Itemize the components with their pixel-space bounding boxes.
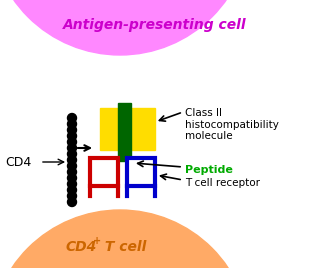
Circle shape — [67, 150, 77, 158]
Circle shape — [0, 0, 250, 55]
Bar — [100, 108, 155, 150]
Circle shape — [67, 132, 77, 140]
Circle shape — [67, 162, 77, 170]
Text: Class II
histocompatibility
molecule: Class II histocompatibility molecule — [185, 108, 279, 141]
Text: T cell: T cell — [100, 240, 146, 254]
Circle shape — [67, 192, 77, 200]
Circle shape — [67, 125, 77, 135]
Text: Antigen-presenting cell: Antigen-presenting cell — [63, 18, 247, 32]
Circle shape — [67, 155, 77, 165]
Text: CD4: CD4 — [65, 240, 96, 254]
Circle shape — [67, 198, 77, 207]
Circle shape — [67, 114, 77, 122]
Circle shape — [0, 210, 250, 268]
Text: T cell receptor: T cell receptor — [185, 178, 260, 188]
Bar — [90, 158, 118, 186]
Circle shape — [67, 173, 77, 183]
Circle shape — [67, 180, 77, 188]
Circle shape — [67, 143, 77, 152]
Bar — [118, 103, 131, 161]
Circle shape — [67, 120, 77, 128]
Text: +: + — [93, 236, 101, 246]
Circle shape — [67, 168, 77, 177]
Bar — [127, 158, 155, 186]
Text: CD4: CD4 — [5, 155, 31, 169]
Circle shape — [67, 137, 77, 147]
Text: Peptide: Peptide — [185, 165, 233, 175]
Circle shape — [67, 185, 77, 195]
